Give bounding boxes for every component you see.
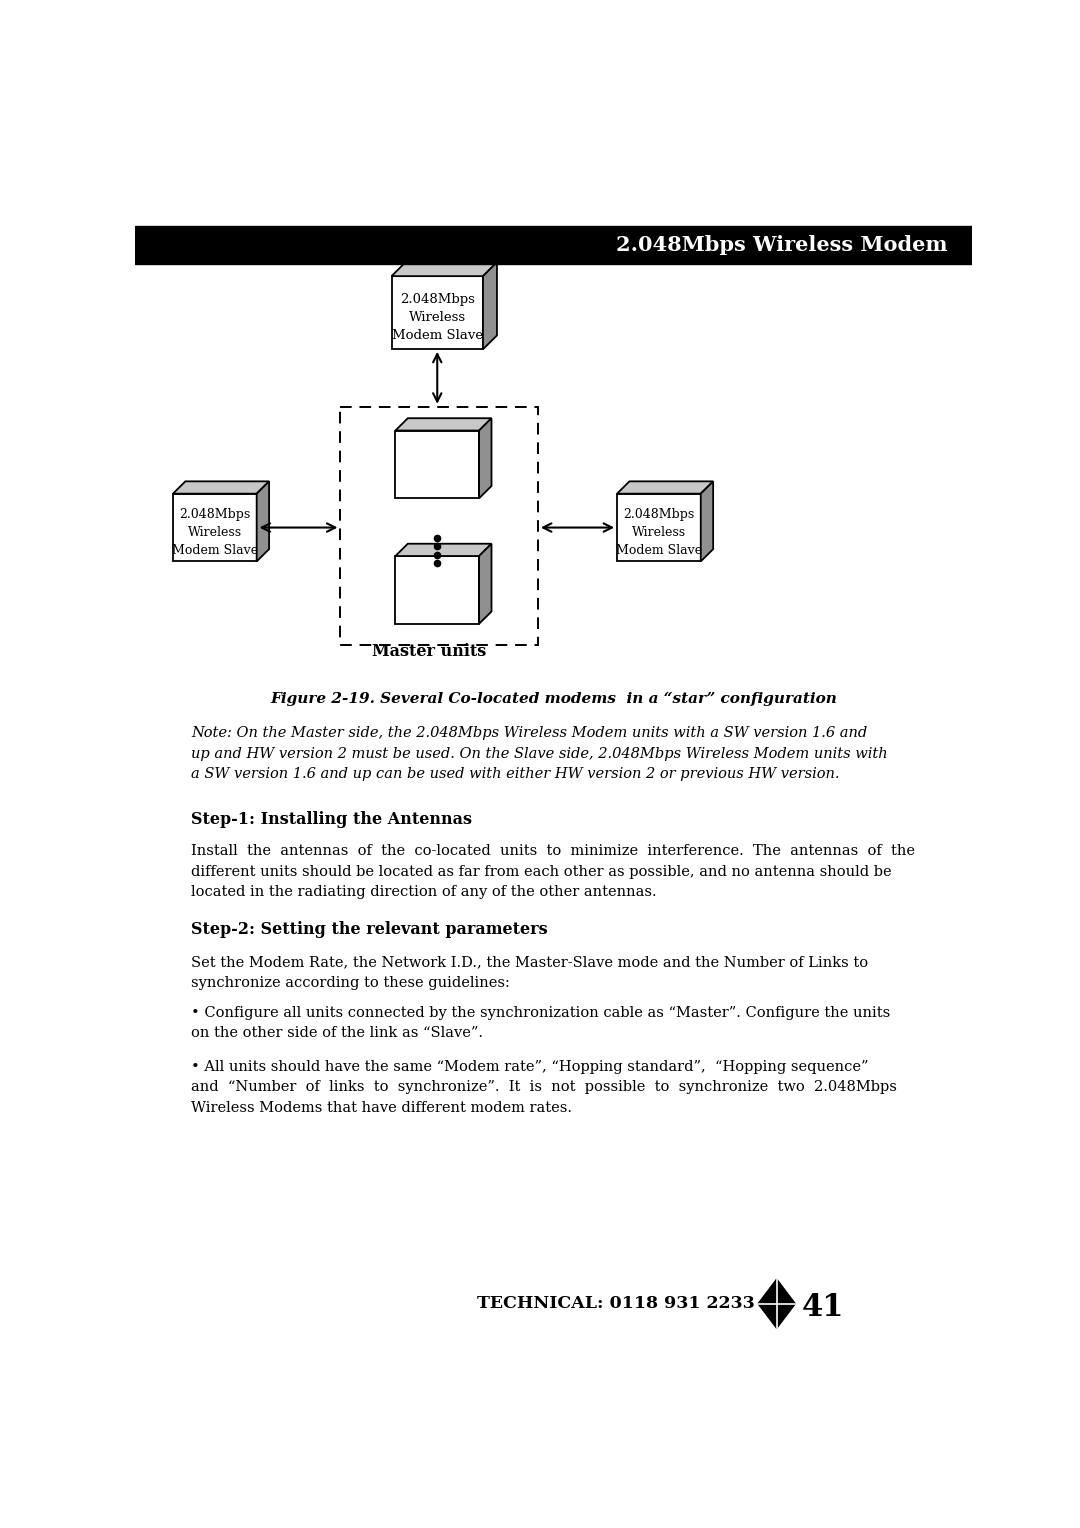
Text: Note: On the Master side, the 2.048Mbps Wireless Modem units with a SW version 1: Note: On the Master side, the 2.048Mbps … — [191, 726, 888, 781]
Polygon shape — [257, 481, 269, 561]
Text: 2.048Mbps Wireless Modem: 2.048Mbps Wireless Modem — [616, 235, 947, 255]
Text: Step-1: Installing the Antennas: Step-1: Installing the Antennas — [191, 811, 472, 828]
Polygon shape — [758, 1279, 795, 1328]
Polygon shape — [617, 481, 713, 494]
Text: • Configure all units connected by the synchronization cable as “Master”. Config: • Configure all units connected by the s… — [191, 1005, 890, 1041]
Bar — [395, 431, 480, 498]
Polygon shape — [395, 544, 491, 556]
Bar — [617, 494, 701, 561]
Polygon shape — [480, 544, 491, 623]
Text: Step-2: Setting the relevant parameters: Step-2: Setting the relevant parameters — [191, 921, 548, 938]
Text: 41: 41 — [801, 1293, 843, 1323]
Polygon shape — [480, 419, 491, 498]
Text: Install  the  antennas  of  the  co-located  units  to  minimize  interference. : Install the antennas of the co-located u… — [191, 843, 915, 898]
Bar — [392, 277, 483, 350]
Text: TECHNICAL: 0118 931 2233: TECHNICAL: 0118 931 2233 — [477, 1296, 755, 1313]
Polygon shape — [392, 263, 497, 277]
Bar — [340, 406, 538, 645]
Polygon shape — [395, 419, 491, 431]
Text: 2.048Mbps
Wireless
Modem Slave: 2.048Mbps Wireless Modem Slave — [616, 507, 702, 556]
Text: 2.048Mbps
Wireless
Modem Slave: 2.048Mbps Wireless Modem Slave — [172, 507, 258, 556]
Text: Figure 2-19. Several Co-located modems  in a “star” configuration: Figure 2-19. Several Co-located modems i… — [270, 692, 837, 706]
Text: Set the Modem Rate, the Network I.D., the Master-Slave mode and the Number of Li: Set the Modem Rate, the Network I.D., th… — [191, 955, 868, 990]
Polygon shape — [173, 481, 269, 494]
Text: Master units: Master units — [373, 643, 487, 660]
Polygon shape — [701, 481, 713, 561]
Bar — [173, 494, 257, 561]
Bar — [395, 556, 480, 623]
Polygon shape — [483, 263, 497, 350]
Bar — [135, 226, 972, 264]
Text: 2.048Mbps
Wireless
Modem Slave: 2.048Mbps Wireless Modem Slave — [392, 293, 483, 342]
Text: • All units should have the same “Modem rate”, “Hopping standard”,  “Hopping seq: • All units should have the same “Modem … — [191, 1059, 896, 1115]
